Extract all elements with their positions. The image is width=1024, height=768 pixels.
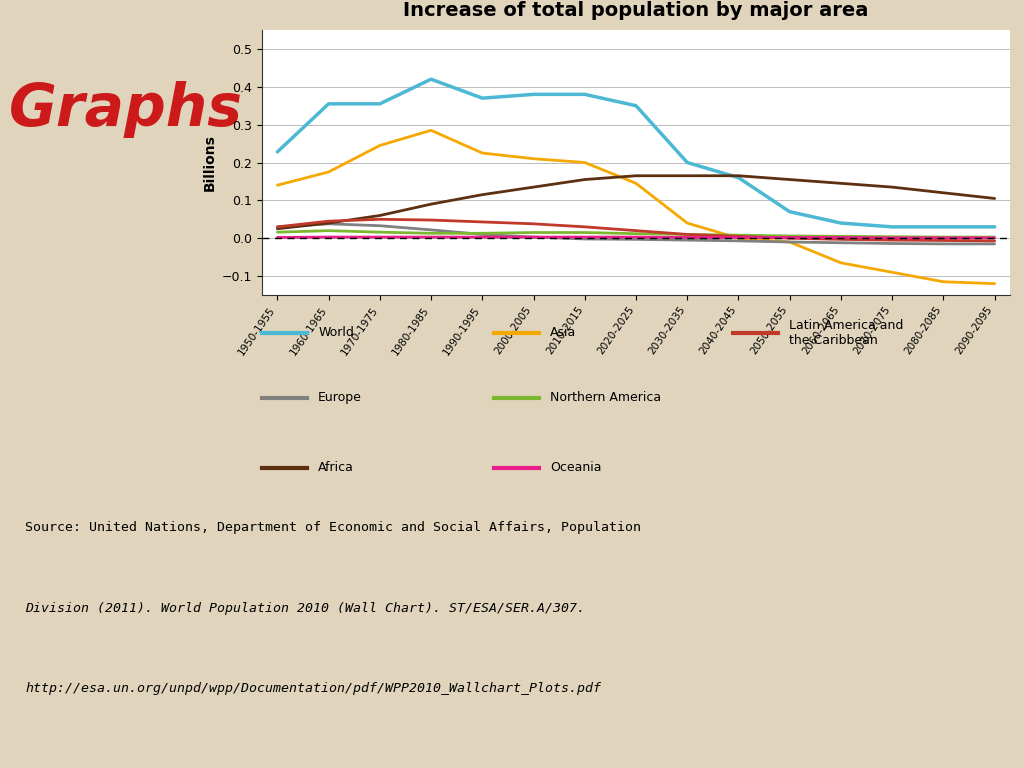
Text: Asia: Asia [550, 326, 577, 339]
Text: Northern America: Northern America [550, 391, 662, 404]
Text: World: World [318, 326, 354, 339]
Text: Division (2011). World Population 2010 (Wall Chart). ST/ESA/SER.A/307.: Division (2011). World Population 2010 (… [26, 602, 586, 615]
Text: Europe: Europe [318, 391, 361, 404]
Text: Africa: Africa [318, 462, 354, 475]
Y-axis label: Billions: Billions [203, 134, 216, 191]
Title: Increase of total population by major area: Increase of total population by major ar… [403, 1, 868, 20]
Text: Oceania: Oceania [550, 462, 601, 475]
Text: Source: United Nations, Department of Economic and Social Affairs, Population: Source: United Nations, Department of Ec… [26, 521, 641, 535]
Text: http://esa.un.org/unpd/wpp/Documentation/pdf/WPP2010_Wallchart_Plots.pdf: http://esa.un.org/unpd/wpp/Documentation… [26, 682, 601, 695]
Text: Latin America and
the Caribbean: Latin America and the Caribbean [790, 319, 904, 346]
Text: Graphs: Graphs [9, 81, 243, 138]
